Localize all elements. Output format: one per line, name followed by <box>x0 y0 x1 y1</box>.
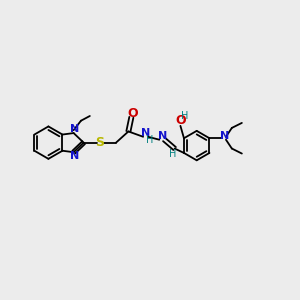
Text: O: O <box>128 107 138 120</box>
Text: S: S <box>95 136 104 149</box>
Text: N: N <box>158 131 167 141</box>
Text: O: O <box>175 114 186 127</box>
Text: N: N <box>70 124 79 134</box>
Text: N: N <box>141 128 151 138</box>
Text: N: N <box>220 131 229 141</box>
Text: H: H <box>169 148 177 158</box>
Text: H: H <box>181 111 188 121</box>
Text: H: H <box>146 135 153 145</box>
Text: N: N <box>70 151 79 161</box>
